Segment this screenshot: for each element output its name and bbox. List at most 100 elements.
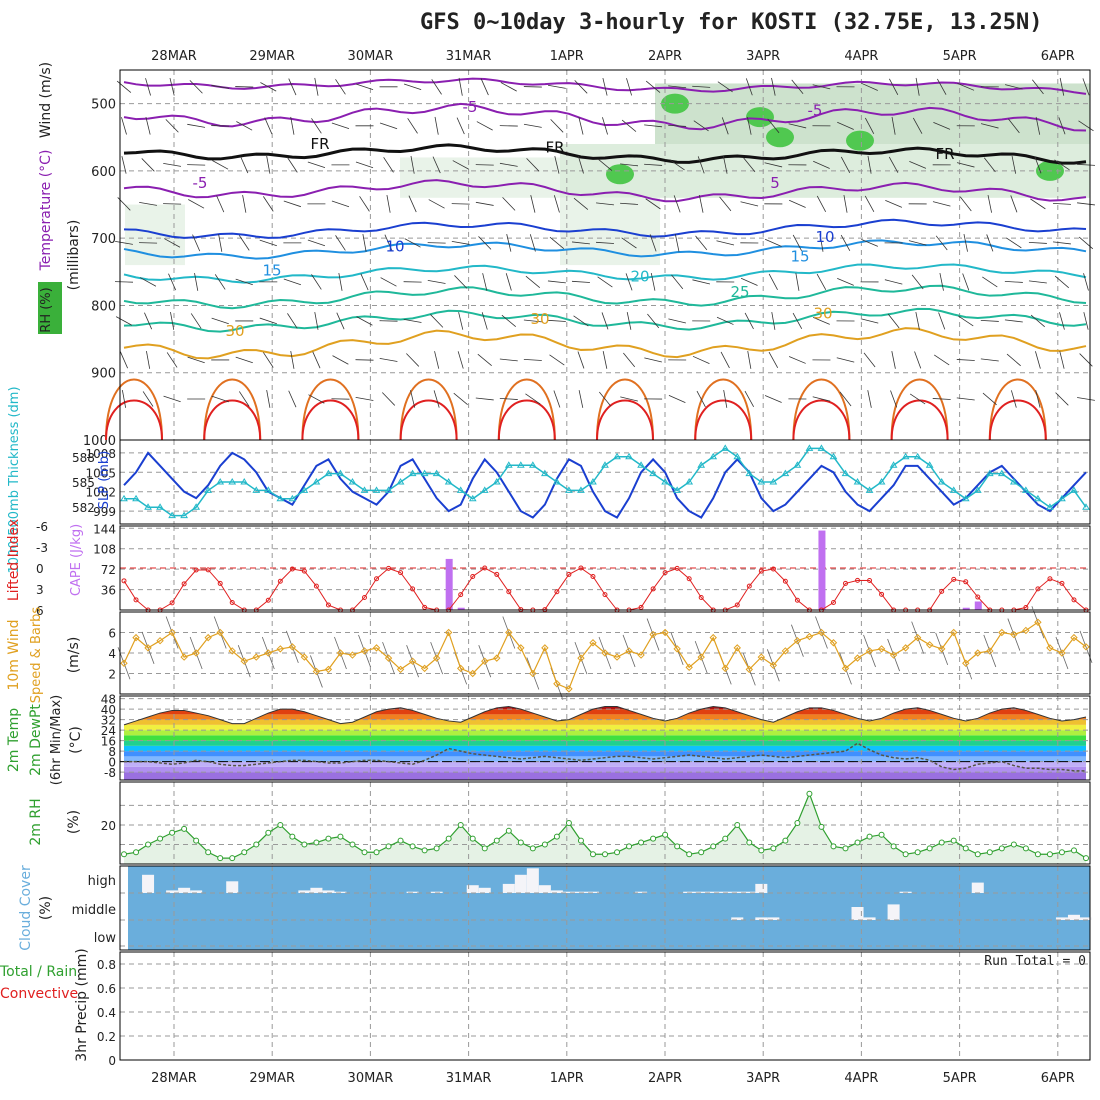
thickness-marker [528,461,537,468]
lifted-index-marker [566,571,572,577]
wind-speed-marker [372,644,381,652]
cloud-level-label: low [94,931,117,946]
cape-bar [445,558,453,610]
rh-marker [686,851,693,858]
contour-label: 20 [630,268,649,286]
wind-barb [307,239,326,247]
cloud-bar-high [406,891,419,893]
rh-marker [902,851,909,858]
wind-barb [956,162,975,168]
thickness-marker [396,478,405,485]
wind-barb [716,240,735,246]
thickness-marker [625,452,633,460]
wind-speed-marker [709,633,717,642]
rh-marker [445,835,452,842]
cloud-bar-high [514,874,527,893]
thickness-marker [288,494,297,502]
thickness-marker [372,486,381,493]
thickness-marker [661,478,670,485]
surface-temp-contour [497,399,556,441]
wind-barb [456,117,465,135]
wind-barb [187,123,206,128]
rh-marker [1083,855,1089,862]
wind-barb [1005,84,1023,90]
wind-speed-marker [1022,626,1030,635]
wind-speed-marker [998,628,1006,637]
wind-barb [668,318,686,324]
cloud-bar-high [310,887,323,893]
thickness-marker [240,478,249,485]
wind-barb [362,233,367,252]
lifted-index-marker [662,570,668,576]
wind-barb [434,351,440,369]
thickness-marker [540,469,549,477]
wind-barb [620,163,639,167]
cloud-bar-high [574,891,587,893]
wind-barb [554,156,560,174]
thickness-marker [1034,494,1042,502]
wind-barb [553,195,560,213]
wind-barb [839,391,852,407]
rh-marker [638,839,645,846]
date-label-top: 2APR [648,49,682,64]
wind-barb [260,82,277,92]
wind-speed-marker [865,647,874,655]
lifted-index-marker [1035,586,1041,592]
axis-label-total-rain: Total / Rain [0,964,77,980]
thickness-marker [589,478,597,485]
surface-temp-contour [792,399,851,441]
wind-barb [312,351,321,369]
lifted-index-marker [879,591,885,597]
contour-label: FR [545,138,564,156]
cape-bar [457,607,465,610]
wind-barb [982,392,997,406]
temp-band [124,766,1086,773]
y-tick-label: 700 [91,232,116,247]
thickness-marker [180,511,189,519]
lifted-index-marker [782,578,788,584]
wind-barb [212,160,229,170]
wind-speed-marker [937,645,946,653]
wind-barb [403,83,422,91]
wind-barb [314,312,319,330]
rh-high-spot [606,164,634,185]
date-label-top: 1APR [550,49,584,64]
thickness-marker [504,461,513,468]
wind-barb [719,196,732,212]
wind-barb [597,276,613,288]
thickness-marker [168,511,176,519]
temp-line [123,705,1087,726]
wind-barb [571,280,590,283]
date-label-top: 28MAR [151,49,197,64]
axis-label-precip: 3hr Precip (mm) [74,948,90,1061]
cloud-bar-high [731,891,744,893]
cloud-bar-high [743,891,756,893]
wind-barb [382,392,396,406]
wind-barb [573,197,589,210]
wind-barb [142,391,154,407]
wind-barb [189,80,203,94]
cloud-bar-high [695,891,708,893]
wind-barb [145,116,151,135]
wind-barb [523,358,542,361]
wind-barb [720,351,730,369]
wind-barb [454,275,468,289]
rh-marker [770,845,777,852]
wind-barb [408,195,417,213]
contour-label: 15 [262,261,281,279]
wind-barb [864,117,875,134]
axis-label-cloud-unit: (%) [38,896,54,920]
wind-speed-marker [829,639,838,647]
thickness-marker [252,486,261,493]
rh-shade [400,157,560,198]
wind-speed-marker [144,644,152,652]
wind-barb [1010,195,1018,213]
wind-barb [1028,241,1047,244]
wind-barb [386,194,391,213]
wind-barb [767,118,780,134]
cloud-bar-middle [1067,914,1080,920]
wind-barb [602,351,608,369]
rh-marker [962,845,969,852]
wind-barb [311,118,322,134]
date-label-bottom: 4APR [844,1071,878,1086]
